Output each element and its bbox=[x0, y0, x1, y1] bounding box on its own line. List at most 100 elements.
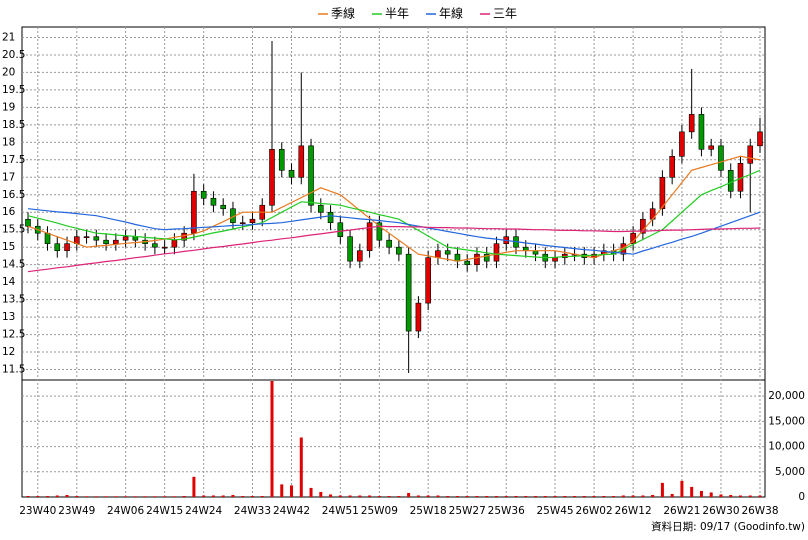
x-tick-label: 24W42 bbox=[273, 505, 310, 517]
volume-bar bbox=[582, 495, 586, 497]
candle-body bbox=[152, 243, 158, 248]
y-tick-label: 12 bbox=[2, 346, 15, 358]
volume-bar bbox=[368, 495, 372, 497]
volume-bar bbox=[387, 495, 391, 497]
candle-body bbox=[747, 145, 754, 164]
candle-body bbox=[298, 145, 305, 178]
candle-body bbox=[640, 218, 646, 234]
x-tick-label: 24W24 bbox=[185, 505, 222, 517]
candle-body bbox=[757, 131, 763, 147]
candle-body bbox=[405, 253, 412, 332]
x-tick-label: 25W09 bbox=[361, 505, 398, 517]
y-tick-label: 16.5 bbox=[2, 189, 25, 201]
candle-body bbox=[483, 253, 490, 262]
x-tick-label: 25W45 bbox=[536, 505, 573, 517]
volume-bar bbox=[631, 495, 635, 497]
x-tick-label: 26W30 bbox=[702, 505, 739, 517]
candle-body bbox=[122, 236, 129, 241]
volume-bar bbox=[690, 486, 694, 497]
volume-bar bbox=[494, 495, 498, 497]
volume-bar bbox=[651, 494, 655, 497]
x-tick-label: 26W02 bbox=[576, 505, 613, 517]
y-tick-label: 19 bbox=[2, 101, 15, 113]
candle-body bbox=[103, 239, 109, 244]
y-tick-label: 17 bbox=[2, 171, 15, 183]
volume-bar bbox=[309, 487, 313, 497]
volume-bar bbox=[426, 495, 430, 497]
candle-body bbox=[54, 243, 61, 251]
volume-bar bbox=[75, 495, 79, 497]
volume-bar bbox=[377, 495, 381, 497]
y-tick-label: 17.5 bbox=[2, 154, 25, 166]
y-tick-label: 19.5 bbox=[2, 84, 25, 96]
volume-bar bbox=[670, 493, 674, 497]
legend-label: 三年 bbox=[493, 7, 517, 21]
volume-bar bbox=[329, 494, 333, 497]
candle-body bbox=[239, 222, 246, 225]
x-tick-label: 26W21 bbox=[663, 505, 700, 517]
candle-body bbox=[708, 145, 715, 150]
volume-bar bbox=[202, 495, 206, 497]
volume-bar bbox=[153, 496, 157, 497]
candle-body bbox=[415, 302, 422, 332]
volume-bar bbox=[729, 494, 733, 497]
y2-tick-label: 5,000 bbox=[775, 466, 805, 478]
volume-bar bbox=[748, 495, 752, 497]
volume-bar bbox=[758, 495, 762, 497]
y-tick-label: 15 bbox=[2, 241, 15, 253]
x-tick-label: 24W06 bbox=[107, 505, 144, 517]
candle-body bbox=[474, 253, 480, 265]
candle-body bbox=[366, 222, 373, 251]
volume-bar bbox=[211, 495, 215, 497]
y-tick-label: 11.5 bbox=[2, 364, 25, 376]
candle-body bbox=[669, 156, 675, 178]
x-tick-label: 24W15 bbox=[146, 505, 183, 517]
volume-bar bbox=[602, 495, 606, 497]
candle-body bbox=[191, 190, 197, 234]
volume-bar bbox=[573, 495, 577, 497]
volume-bar bbox=[124, 496, 128, 497]
candle-body bbox=[161, 246, 168, 249]
volume-bar bbox=[719, 494, 723, 497]
candle-body bbox=[317, 204, 324, 213]
volume-panel bbox=[21, 379, 766, 498]
candle-body bbox=[435, 250, 441, 258]
volume-bar bbox=[738, 495, 742, 497]
candle-body bbox=[454, 253, 461, 262]
candle-body bbox=[327, 211, 334, 224]
candle-body bbox=[552, 257, 558, 262]
volume-bar bbox=[641, 495, 645, 497]
volume-bar bbox=[85, 496, 89, 497]
volume-bar bbox=[172, 496, 176, 497]
candle-body bbox=[210, 197, 217, 206]
volume-bar bbox=[133, 496, 137, 497]
volume-bar bbox=[709, 492, 713, 497]
y-tick-label: 20.5 bbox=[2, 49, 25, 61]
candle-body bbox=[25, 218, 31, 227]
volume-bar bbox=[660, 482, 664, 497]
y-tick-label: 21 bbox=[2, 31, 15, 43]
volume-bar bbox=[348, 495, 352, 497]
y-tick-label: 16 bbox=[2, 206, 16, 218]
candle-body bbox=[93, 236, 100, 241]
candle-body bbox=[347, 236, 353, 262]
x-tick-label: 25W36 bbox=[488, 505, 525, 517]
x-tick-label: 23W40 bbox=[19, 505, 56, 517]
moving-average-line bbox=[27, 225, 761, 273]
x-tick-label: 25W18 bbox=[410, 505, 447, 517]
volume-bar bbox=[455, 495, 459, 497]
candle-body bbox=[718, 145, 724, 171]
volume-bar bbox=[475, 495, 479, 497]
volume-bar bbox=[290, 485, 294, 497]
candle-body bbox=[425, 257, 431, 304]
y-tick-label: 18 bbox=[2, 136, 15, 148]
volume-bar bbox=[465, 495, 469, 497]
x-tick-label: 24W51 bbox=[322, 505, 359, 517]
candle-body bbox=[698, 114, 705, 150]
volume-bar bbox=[280, 484, 284, 497]
moving-average-line bbox=[27, 208, 761, 255]
volume-bar bbox=[182, 495, 186, 497]
y2-tick-label: 10,000 bbox=[768, 441, 805, 453]
y-tick-label: 14 bbox=[2, 276, 16, 288]
candle-body bbox=[132, 236, 139, 241]
